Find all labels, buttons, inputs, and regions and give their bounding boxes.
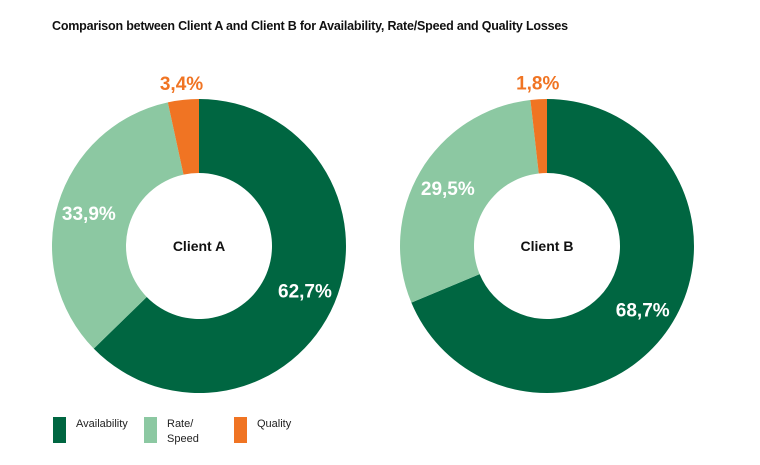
legend-swatch [144,417,157,443]
data-label: 3,4% [160,74,203,95]
legend-label: Availability [76,418,128,430]
legend-item-rate-speed: Rate/ Speed [144,417,207,447]
legend-label: Rate/ Speed [167,418,199,445]
donut-slice-availability [411,99,694,393]
center-label: Client A [173,238,225,254]
donut-slice-rate-speed [400,99,539,303]
legend-item-quality: Quality [234,417,297,443]
donut-slice-quality [530,99,547,174]
legend-swatch [53,417,66,443]
data-label: 1,8% [516,73,559,94]
data-label: 62,7% [278,282,332,303]
legend-item-availability: Availability [53,417,146,443]
chart-title: Comparison between Client A and Client B… [52,19,568,33]
donut-slice-quality [167,99,199,175]
donut-slice-availability [93,99,346,394]
legend-label: Quality [257,418,292,430]
data-label: 33,9% [62,204,116,225]
center-label: Client B [521,238,574,254]
data-label: 29,5% [421,179,475,200]
legend-swatch [234,417,247,443]
data-label: 68,7% [616,301,670,322]
donut-slice-rate-speed [52,102,184,349]
